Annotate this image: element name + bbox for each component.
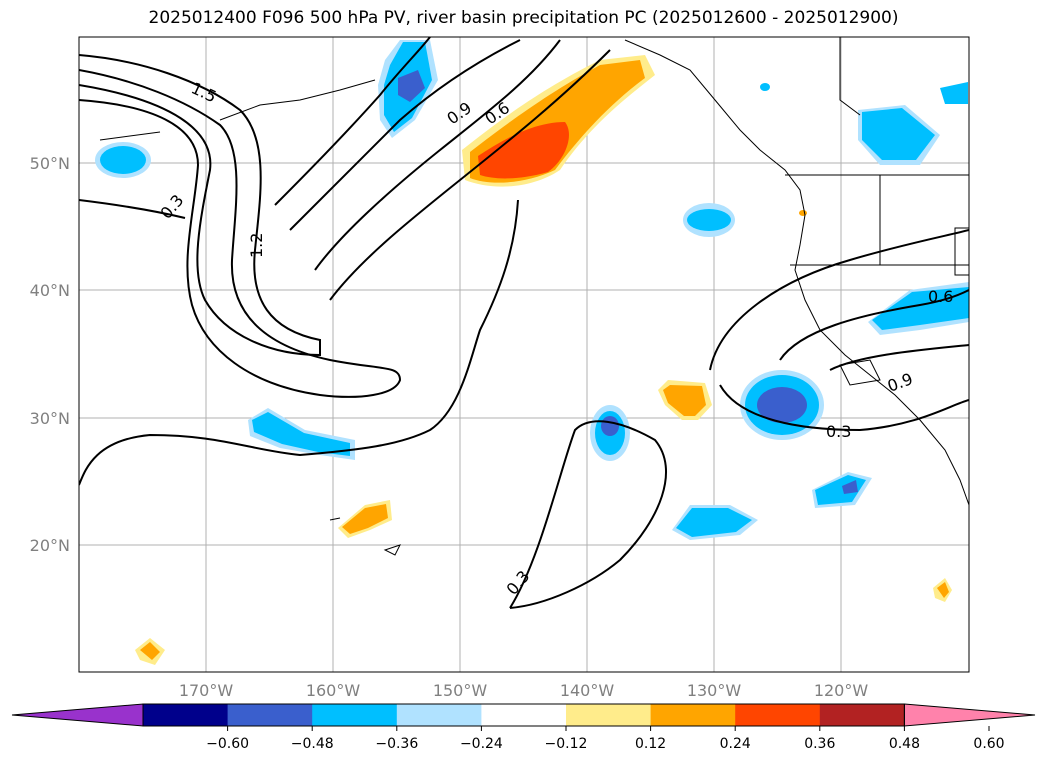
- colorbar-frame: [142, 703, 905, 727]
- colorbar-tick-label: −0.48: [291, 736, 334, 752]
- colorbar-tick-label: −0.24: [460, 736, 503, 752]
- colorbar-tick-label: −0.60: [206, 736, 249, 752]
- lon-label: 160°W: [306, 681, 361, 700]
- lon-label: 140°W: [560, 681, 615, 700]
- lon-labels: 170°W 160°W 150°W 140°W 130°W 120°W: [179, 681, 869, 700]
- colorbar-tick-label: 0.60: [973, 736, 1004, 752]
- contour-label: 0.6: [928, 287, 953, 306]
- precip-shading: [95, 40, 969, 665]
- lon-label: 170°W: [179, 681, 234, 700]
- colorbar-tick-label: 0.12: [635, 736, 666, 752]
- pv-contours: [79, 37, 969, 609]
- colorbar-segment: [735, 704, 821, 726]
- colorbar-tick-label: 0.48: [889, 736, 920, 752]
- contour-label: 1.2: [247, 233, 266, 258]
- colorbar: −0.60 −0.48 −0.36 −0.24 −0.12 0.12 0.24 0.36 0.4…: [11, 703, 1036, 752]
- colorbar-segment: [312, 704, 398, 726]
- colorbar-segment: [227, 704, 313, 726]
- colorbar-extend-high: [903, 703, 1036, 727]
- lon-label: 150°W: [433, 681, 488, 700]
- coastlines: [99, 37, 969, 556]
- colorbar-segment: [396, 704, 482, 726]
- colorbar-segment: [650, 704, 736, 726]
- colorbar-tick-label: −0.12: [545, 736, 588, 752]
- contour-label: 0.3: [826, 422, 851, 441]
- lon-label: 120°W: [814, 681, 869, 700]
- positive-precip-gulf-alaska-max: [478, 122, 569, 179]
- map-frame: [78, 36, 970, 673]
- colorbar-tick-label: −0.36: [375, 736, 418, 752]
- lat-label: 30°N: [30, 409, 70, 428]
- lat-labels: 50°N 40°N 30°N 20°N: [30, 154, 70, 555]
- colorbar-tick-label: 0.24: [720, 736, 751, 752]
- colorbar-tick-label: 0.36: [804, 736, 835, 752]
- lat-label: 40°N: [30, 281, 70, 300]
- lat-label: 50°N: [30, 154, 70, 173]
- colorbar-segment: [143, 704, 229, 726]
- map-title: 2025012400 F096 500 hPa PV, river basin …: [148, 8, 899, 28]
- colorbar-extend-low: [11, 703, 144, 727]
- colorbar-segment: [481, 704, 567, 726]
- lat-label: 20°N: [30, 536, 70, 555]
- lon-label: 130°W: [687, 681, 742, 700]
- colorbar-segment: [566, 704, 652, 726]
- colorbar-segment: [819, 704, 905, 726]
